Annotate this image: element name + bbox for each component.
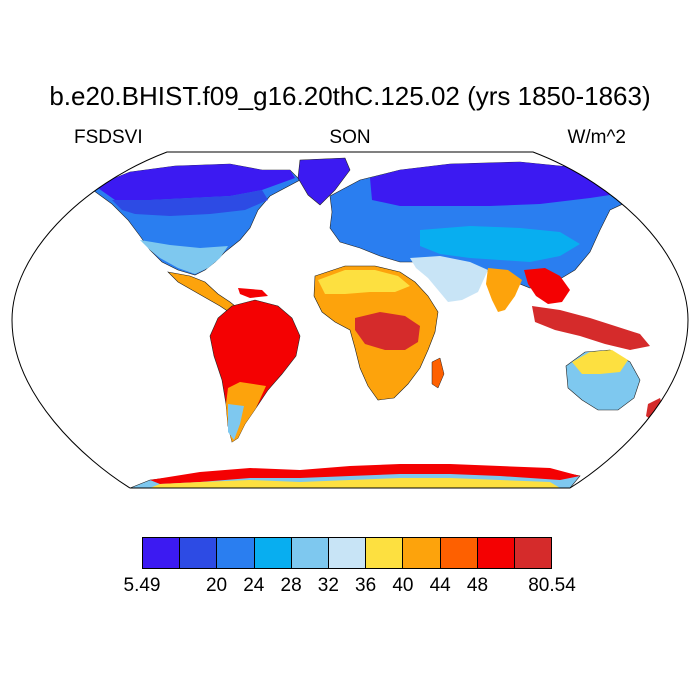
sahara xyxy=(318,270,410,294)
season-label: SON xyxy=(329,127,371,148)
colorbar-tick-label: 48 xyxy=(466,575,489,596)
colorbar-tick-label: 44 xyxy=(429,575,451,596)
colorbar-box xyxy=(402,537,441,569)
colorbar-tick-label: 36 xyxy=(355,575,377,596)
caribbean xyxy=(238,288,268,298)
figure-title: b.e20.BHIST.f09_g16.20thC.125.02 (yrs 18… xyxy=(49,81,651,111)
colorbar-box xyxy=(216,537,255,569)
greenland xyxy=(297,157,351,206)
antarctica-inland xyxy=(150,478,560,488)
patagonia xyxy=(228,404,244,440)
madagascar xyxy=(431,357,445,389)
middle-east xyxy=(410,256,488,302)
colorbar-tick-label: 40 xyxy=(392,575,414,596)
north-america-north xyxy=(95,164,295,200)
antarctica-coast xyxy=(150,464,580,484)
units-label: W/m^2 xyxy=(567,127,626,148)
central-africa xyxy=(355,312,420,350)
southeast-asia xyxy=(524,268,570,304)
variable-label: FSDSVI xyxy=(74,127,143,148)
colorbar-tick-label: 20 xyxy=(205,575,228,596)
central-asia xyxy=(420,226,580,262)
siberia xyxy=(370,162,630,206)
colorbar-tick-label: 24 xyxy=(243,575,265,596)
colorbar-tick-label: 32 xyxy=(317,575,339,596)
colorbar-box xyxy=(513,537,553,569)
colorbar-box xyxy=(179,537,218,569)
colorbar-box xyxy=(142,537,181,569)
australia-north xyxy=(572,350,628,374)
colorbar-tick-label: 80.54 xyxy=(528,575,576,596)
colorbar-box xyxy=(439,537,478,569)
colorbar-box xyxy=(290,537,329,569)
north-america-band xyxy=(112,190,268,216)
colorbar-box xyxy=(253,537,292,569)
maritime-continent xyxy=(532,306,650,350)
globe-outline xyxy=(11,151,689,489)
colorbar-tick-label: 28 xyxy=(280,575,302,596)
india xyxy=(486,268,522,312)
colorbar-box xyxy=(327,537,367,569)
colorbar xyxy=(142,537,553,569)
north-america-south xyxy=(140,240,228,274)
colorbar-tick-label: 5.49 xyxy=(123,575,161,596)
colorbar-box xyxy=(476,537,515,569)
colorbar-box xyxy=(365,537,404,569)
